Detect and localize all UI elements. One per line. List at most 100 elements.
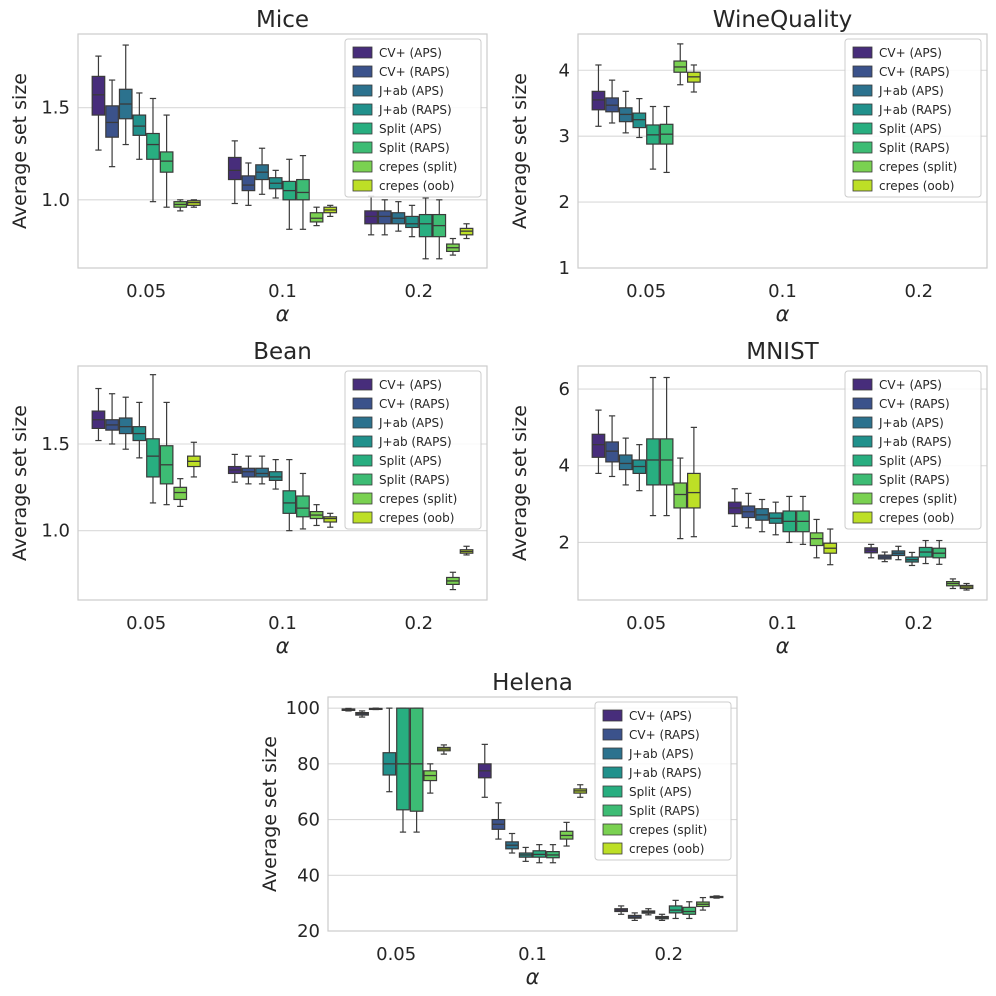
legend-swatch-cv-aps bbox=[352, 46, 373, 59]
winequality-xlabel: α bbox=[776, 302, 790, 326]
box-iqr bbox=[118, 417, 133, 435]
mice-ytick-label: 1.5 bbox=[41, 98, 70, 119]
legend-swatch-cv-aps bbox=[352, 378, 373, 391]
helena-box-cv-aps-0-1 bbox=[477, 743, 492, 798]
helena-subplot: 20 40 60 80 100 0.05 0.1 0.2 CV+ (APS) CV+ (RAPS)… bbox=[259, 670, 738, 989]
legend-swatch-split-aps bbox=[352, 454, 373, 467]
legend-label-cv-aps: CV+ (APS) bbox=[629, 709, 692, 723]
bean-box-split-aps-0-1 bbox=[282, 459, 297, 532]
box-iqr bbox=[296, 178, 310, 201]
box-iqr bbox=[91, 75, 106, 116]
bean-box-j-ab-aps-0-1 bbox=[255, 455, 269, 485]
mnist-box-j-ab-raps-0-05 bbox=[632, 444, 647, 492]
winequality-box-split-aps-0-05 bbox=[646, 105, 660, 170]
mnist-box-split-raps-0-05 bbox=[659, 376, 674, 517]
helena-box-cv-aps-0-05 bbox=[341, 707, 356, 712]
legend-label-split-raps: Split (RAPS) bbox=[879, 141, 950, 155]
legend-label-crepes-split: crepes (split) bbox=[879, 492, 957, 506]
legend-swatch-split-aps bbox=[852, 454, 873, 467]
mnist-ytick-label: 2 bbox=[559, 532, 570, 553]
legend-swatch-j-ab-aps bbox=[352, 416, 373, 429]
legend-swatch-cv-aps bbox=[602, 709, 623, 722]
mnist-ytick-label: 6 bbox=[559, 379, 570, 400]
mice-axes-frame bbox=[77, 33, 488, 269]
box-iqr bbox=[591, 433, 606, 458]
legend-swatch-crepes-split bbox=[852, 492, 873, 505]
winequality-ylabel: Average set size bbox=[509, 73, 531, 229]
box-iqr bbox=[296, 495, 310, 518]
helena-box-split-aps-0-2 bbox=[668, 899, 683, 920]
mnist-box-j-ab-aps-0-1 bbox=[755, 498, 769, 533]
box-iqr bbox=[146, 438, 160, 478]
winequality-box-cv-aps-0-05 bbox=[591, 64, 606, 127]
box-iqr bbox=[377, 210, 392, 225]
legend-label-split-raps: Split (RAPS) bbox=[629, 804, 700, 818]
helena-box-split-raps-0-05 bbox=[409, 707, 424, 833]
legend-frame bbox=[594, 701, 732, 861]
mice-box-cv-aps-0-05 bbox=[91, 55, 106, 151]
legend-label-split-aps: Split (APS) bbox=[629, 785, 692, 799]
mice-ytick-label: 1.0 bbox=[41, 190, 70, 211]
legend-swatch-crepes-split bbox=[352, 160, 373, 173]
mnist-box-cv-raps-0-1 bbox=[741, 492, 756, 529]
legend-swatch-crepes-split bbox=[602, 823, 623, 836]
box-iqr bbox=[687, 472, 701, 509]
bean-subplot: 1.0 1.5 0.05 0.1 0.2 CV+ (APS) CV+ (RAPS) J+ab … bbox=[9, 339, 488, 658]
winequality-legend: CV+ (APS) CV+ (RAPS) J+ab (APS) J+ab (RAPS)… bbox=[844, 38, 982, 198]
box-iqr bbox=[132, 114, 147, 136]
legend-label-crepes-oob: crepes (oob) bbox=[879, 179, 954, 193]
helena-ytick-label: 80 bbox=[297, 754, 320, 775]
mice-xtick-label: 0.05 bbox=[126, 281, 166, 302]
mice-box-crepes-split-0-2 bbox=[446, 237, 460, 256]
helena-box-cv-aps-0-2 bbox=[614, 905, 628, 915]
mnist-box-j-ab-raps-0-1 bbox=[768, 501, 783, 536]
legend-frame bbox=[844, 38, 982, 198]
helena-xtick-label: 0.05 bbox=[376, 944, 416, 965]
bean-xtick-label: 0.2 bbox=[405, 613, 434, 634]
legend-label-j-ab-raps: J+ab (RAPS) bbox=[878, 435, 952, 449]
mice-box-j-ab-raps-0-05 bbox=[132, 92, 147, 160]
box-iqr bbox=[309, 212, 324, 223]
helena-box-cv-raps-0-05 bbox=[355, 710, 369, 718]
helena-box-split-aps-0-05 bbox=[396, 707, 410, 833]
mice-box-cv-raps-0-05 bbox=[105, 79, 119, 168]
helena-box-crepes-oob-0-05 bbox=[437, 744, 451, 755]
helena-box-j-ab-aps-0-05 bbox=[368, 707, 383, 711]
bean-box-crepes-oob-0-2 bbox=[459, 545, 474, 556]
winequality-ytick-label: 4 bbox=[559, 60, 570, 81]
helena-box-crepes-split-0-2 bbox=[696, 896, 710, 911]
bean-box-crepes-split-0-1 bbox=[309, 504, 324, 527]
mnist-box-crepes-oob-0-1 bbox=[823, 528, 838, 566]
legend-swatch-j-ab-aps bbox=[852, 416, 873, 429]
winequality-ytick-label: 3 bbox=[559, 126, 570, 147]
winequality-box-split-raps-0-05 bbox=[659, 105, 674, 174]
box-iqr bbox=[405, 215, 419, 229]
legend-swatch-split-raps bbox=[602, 804, 623, 817]
helena-title: Helena bbox=[492, 670, 573, 696]
helena-box-crepes-oob-0-2 bbox=[709, 895, 724, 899]
legend-swatch-crepes-oob bbox=[352, 511, 373, 524]
bean-box-crepes-oob-0-05 bbox=[187, 441, 201, 478]
legend-label-j-ab-raps: J+ab (RAPS) bbox=[378, 435, 452, 449]
mice-xtick-label: 0.1 bbox=[268, 281, 297, 302]
legend-label-j-ab-raps: J+ab (RAPS) bbox=[628, 766, 702, 780]
mice-box-cv-aps-0-2 bbox=[364, 195, 378, 236]
mnist-xtick-label: 0.1 bbox=[768, 613, 797, 634]
helena-box-j-ab-raps-0-05 bbox=[382, 707, 397, 793]
legend-swatch-crepes-oob bbox=[852, 179, 873, 192]
box-iqr bbox=[255, 467, 269, 478]
legend-label-cv-raps: CV+ (RAPS) bbox=[629, 728, 700, 742]
mnist-box-crepes-oob-0-05 bbox=[687, 426, 701, 538]
legend-label-j-ab-aps: J+ab (APS) bbox=[628, 747, 694, 761]
box-iqr bbox=[396, 707, 410, 811]
legend-swatch-j-ab-aps bbox=[352, 84, 373, 97]
legend-label-cv-raps: CV+ (RAPS) bbox=[379, 397, 450, 411]
legend-swatch-j-ab-raps bbox=[352, 435, 373, 448]
bean-box-cv-raps-0-05 bbox=[105, 393, 119, 445]
legend-label-split-aps: Split (APS) bbox=[379, 122, 442, 136]
legend-swatch-j-ab-raps bbox=[602, 766, 623, 779]
mnist-box-split-raps-0-1 bbox=[796, 495, 810, 545]
mnist-xtick-label: 0.05 bbox=[626, 613, 666, 634]
legend-label-cv-raps: CV+ (RAPS) bbox=[879, 397, 950, 411]
box-iqr bbox=[173, 486, 188, 501]
